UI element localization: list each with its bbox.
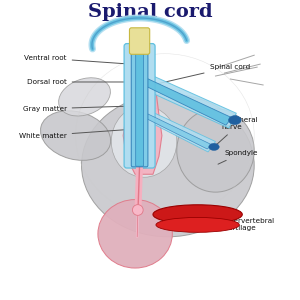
Text: Gray matter: Gray matter — [22, 106, 137, 112]
Polygon shape — [141, 113, 212, 149]
Text: Spondyle: Spondyle — [218, 150, 258, 164]
Ellipse shape — [229, 116, 241, 124]
Polygon shape — [139, 110, 215, 152]
Ellipse shape — [82, 94, 254, 237]
Ellipse shape — [58, 78, 110, 116]
Text: Spinal cord: Spinal cord — [155, 64, 250, 84]
Ellipse shape — [98, 200, 172, 268]
Circle shape — [132, 205, 143, 215]
Polygon shape — [123, 61, 162, 174]
Text: Ventral root: Ventral root — [24, 55, 128, 64]
FancyBboxPatch shape — [130, 28, 150, 54]
Ellipse shape — [40, 111, 111, 160]
FancyBboxPatch shape — [131, 45, 148, 167]
FancyBboxPatch shape — [136, 45, 143, 166]
Text: Peripheral
nerve: Peripheral nerve — [216, 117, 258, 145]
Ellipse shape — [153, 205, 242, 224]
Ellipse shape — [177, 109, 254, 192]
Text: White matter: White matter — [19, 130, 124, 139]
Polygon shape — [140, 78, 232, 125]
Ellipse shape — [156, 218, 239, 232]
Ellipse shape — [131, 100, 148, 112]
Text: Dorsal root: Dorsal root — [27, 79, 128, 85]
Text: Intervertebral
cartilage: Intervertebral cartilage — [218, 215, 274, 231]
Ellipse shape — [111, 106, 177, 177]
Ellipse shape — [209, 143, 219, 151]
Polygon shape — [136, 74, 236, 128]
Text: Spinal cord: Spinal cord — [88, 3, 212, 21]
FancyBboxPatch shape — [124, 44, 155, 168]
